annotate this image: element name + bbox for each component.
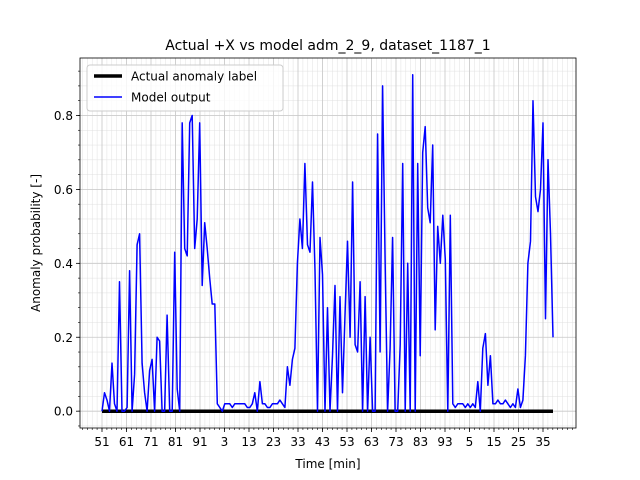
- x-tick-label: 61: [119, 435, 134, 449]
- legend-label-actual: Actual anomaly label: [131, 70, 257, 84]
- x-tick-label: 51: [94, 435, 109, 449]
- y-tick-label: 0.2: [54, 331, 73, 345]
- legend-label-model: Model output: [131, 91, 211, 105]
- x-tick-label: 63: [364, 435, 379, 449]
- y-tick-label: 0.8: [54, 109, 73, 123]
- x-tick-label: 43: [315, 435, 330, 449]
- series-layer: [101, 74, 554, 413]
- x-tick-label: 71: [143, 435, 158, 449]
- x-tick-label: 83: [413, 435, 428, 449]
- series-model-output: [101, 74, 554, 412]
- x-tick-label: 73: [388, 435, 403, 449]
- y-tick-label: 0.6: [54, 183, 73, 197]
- x-tick-label: 3: [221, 435, 229, 449]
- x-tick-label: 91: [192, 435, 207, 449]
- x-tick-label: 33: [290, 435, 305, 449]
- x-axis-ticks: 51 61 71 81 91 3 13 23 33 43 53 63 73 83 93 5 15 25 35: [82, 428, 573, 449]
- y-axis-label: Anomaly probability [-]: [29, 174, 43, 312]
- x-tick-label: 81: [168, 435, 183, 449]
- x-tick-label: 15: [486, 435, 501, 449]
- x-tick-label: 13: [241, 435, 256, 449]
- x-tick-label: 23: [266, 435, 281, 449]
- legend: Actual anomaly label Model output: [86, 64, 284, 112]
- y-tick-label: 0.0: [54, 405, 73, 419]
- y-axis-ticks: 0.0 0.2 0.4 0.6 0.8: [54, 70, 80, 427]
- x-tick-label: 25: [511, 435, 526, 449]
- legend-box: [86, 64, 284, 112]
- x-axis-label: Time [min]: [294, 457, 360, 471]
- plot-frame: [79, 57, 577, 429]
- x-tick-label: 93: [437, 435, 452, 449]
- x-tick-label: 35: [535, 435, 550, 449]
- chart-title: Actual +X vs model adm_2_9, dataset_1187…: [165, 38, 490, 54]
- x-tick-label: 53: [339, 435, 354, 449]
- x-tick-label: 5: [466, 435, 474, 449]
- y-tick-label: 0.4: [54, 257, 73, 271]
